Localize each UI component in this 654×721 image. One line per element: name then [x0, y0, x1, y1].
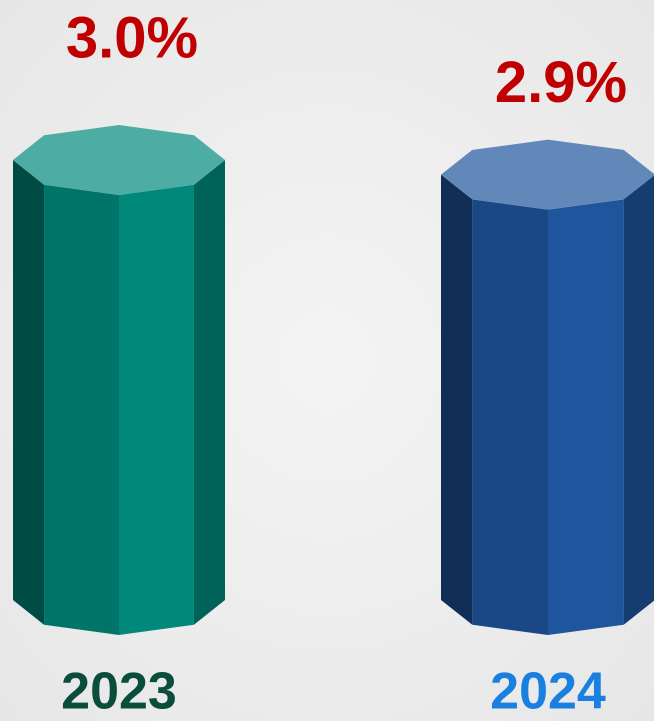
bar-face	[472, 199, 548, 635]
value-label: 2.9%	[495, 50, 627, 115]
bar-face	[119, 184, 194, 636]
x-tick-label: 2024	[490, 663, 606, 721]
bar-face	[193, 160, 225, 625]
bar-face	[623, 175, 654, 625]
bar-face	[44, 184, 120, 636]
bar	[441, 139, 654, 635]
bar-face	[13, 160, 45, 625]
bar-top	[13, 125, 225, 195]
x-tick-label: 2023	[61, 663, 177, 721]
bar-face	[441, 174, 473, 625]
bar-top	[441, 139, 654, 210]
value-label: 3.0%	[66, 5, 198, 70]
bar-face	[548, 199, 624, 635]
bar	[13, 125, 225, 636]
